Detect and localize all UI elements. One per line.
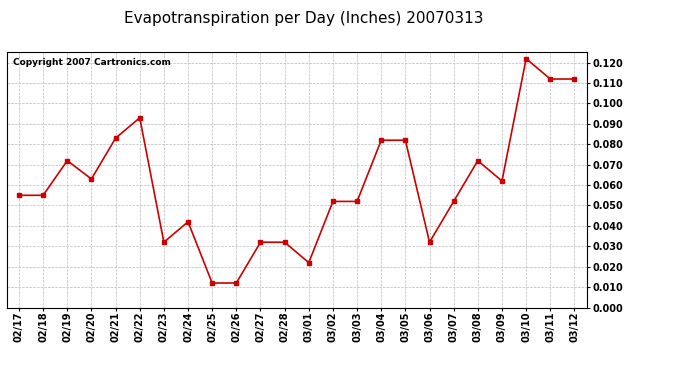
Text: Evapotranspiration per Day (Inches) 20070313: Evapotranspiration per Day (Inches) 2007… [124, 11, 484, 26]
Text: Copyright 2007 Cartronics.com: Copyright 2007 Cartronics.com [12, 58, 170, 67]
